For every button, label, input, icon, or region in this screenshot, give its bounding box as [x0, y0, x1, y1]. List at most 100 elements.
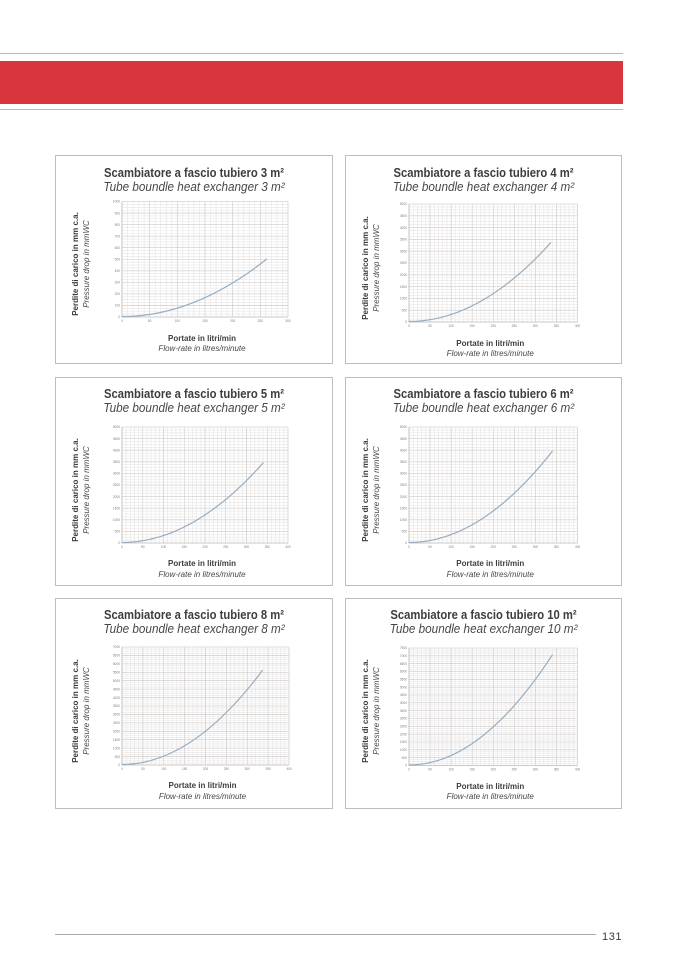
svg-text:150: 150 — [202, 319, 208, 323]
svg-text:7000: 7000 — [400, 654, 407, 658]
svg-text:1000: 1000 — [113, 746, 120, 750]
svg-text:4000: 4000 — [400, 448, 407, 452]
svg-text:2500: 2500 — [400, 483, 407, 487]
svg-text:250: 250 — [512, 545, 518, 549]
svg-text:350: 350 — [554, 324, 560, 328]
svg-text:300: 300 — [533, 324, 539, 328]
svg-text:350: 350 — [554, 545, 560, 549]
svg-text:100: 100 — [448, 545, 454, 549]
svg-text:500: 500 — [402, 755, 408, 759]
svg-text:150: 150 — [470, 767, 476, 771]
svg-text:300: 300 — [244, 545, 250, 549]
svg-text:0: 0 — [408, 767, 410, 771]
svg-text:2500: 2500 — [400, 724, 407, 728]
svg-text:2500: 2500 — [400, 261, 407, 265]
svg-text:5500: 5500 — [400, 677, 407, 681]
svg-text:5000: 5000 — [113, 678, 120, 682]
svg-text:6500: 6500 — [113, 653, 120, 657]
svg-text:400: 400 — [285, 545, 291, 549]
svg-text:1000: 1000 — [400, 297, 407, 301]
svg-text:400: 400 — [286, 767, 292, 771]
svg-text:350: 350 — [265, 545, 271, 549]
svg-text:4000: 4000 — [113, 448, 120, 452]
svg-text:250: 250 — [512, 324, 518, 328]
svg-text:5000: 5000 — [113, 425, 120, 429]
svg-text:300: 300 — [245, 767, 251, 771]
svg-text:500: 500 — [402, 529, 408, 533]
svg-text:900: 900 — [115, 211, 121, 215]
svg-text:3500: 3500 — [400, 460, 407, 464]
svg-text:200: 200 — [203, 767, 209, 771]
svg-text:3000: 3000 — [400, 716, 407, 720]
svg-text:200: 200 — [115, 292, 121, 296]
svg-text:4000: 4000 — [400, 701, 407, 705]
svg-text:500: 500 — [402, 308, 408, 312]
svg-text:0: 0 — [121, 767, 123, 771]
svg-text:250: 250 — [512, 767, 518, 771]
svg-text:2500: 2500 — [113, 483, 120, 487]
svg-text:0: 0 — [405, 541, 407, 545]
svg-text:3500: 3500 — [113, 704, 120, 708]
svg-text:200: 200 — [491, 324, 497, 328]
svg-text:400: 400 — [115, 269, 121, 273]
svg-text:1000: 1000 — [400, 748, 407, 752]
svg-text:250: 250 — [223, 545, 229, 549]
svg-text:0: 0 — [408, 545, 410, 549]
svg-text:5000: 5000 — [400, 202, 407, 206]
svg-text:500: 500 — [115, 754, 121, 758]
svg-text:200: 200 — [230, 319, 236, 323]
svg-text:3500: 3500 — [400, 708, 407, 712]
svg-text:3000: 3000 — [113, 712, 120, 716]
svg-text:500: 500 — [115, 257, 121, 261]
svg-text:1000: 1000 — [113, 200, 120, 204]
svg-text:2000: 2000 — [400, 732, 407, 736]
svg-text:4500: 4500 — [400, 693, 407, 697]
svg-text:100: 100 — [175, 319, 181, 323]
svg-text:3500: 3500 — [400, 238, 407, 242]
svg-text:300: 300 — [115, 281, 121, 285]
svg-text:50: 50 — [428, 545, 432, 549]
svg-text:300: 300 — [285, 319, 291, 323]
svg-text:0: 0 — [118, 541, 120, 545]
svg-text:3000: 3000 — [113, 471, 120, 475]
svg-text:1500: 1500 — [400, 506, 407, 510]
svg-text:250: 250 — [224, 767, 230, 771]
svg-text:800: 800 — [115, 223, 121, 227]
svg-text:200: 200 — [491, 767, 497, 771]
svg-text:350: 350 — [265, 767, 271, 771]
svg-text:250: 250 — [258, 319, 264, 323]
svg-text:4000: 4000 — [400, 226, 407, 230]
svg-text:400: 400 — [575, 324, 581, 328]
svg-text:5500: 5500 — [113, 670, 120, 674]
svg-text:5000: 5000 — [400, 425, 407, 429]
svg-text:2500: 2500 — [113, 721, 120, 725]
svg-text:400: 400 — [575, 767, 581, 771]
svg-text:6000: 6000 — [400, 669, 407, 673]
svg-text:7500: 7500 — [400, 646, 407, 650]
svg-text:500: 500 — [115, 529, 121, 533]
svg-text:2000: 2000 — [400, 494, 407, 498]
svg-text:0: 0 — [405, 320, 407, 324]
svg-text:1500: 1500 — [400, 285, 407, 289]
svg-text:4000: 4000 — [113, 695, 120, 699]
svg-text:2000: 2000 — [113, 729, 120, 733]
svg-text:3500: 3500 — [113, 460, 120, 464]
svg-text:6500: 6500 — [400, 661, 407, 665]
svg-text:4500: 4500 — [113, 687, 120, 691]
svg-text:4500: 4500 — [113, 436, 120, 440]
svg-text:0: 0 — [118, 315, 120, 319]
svg-text:1000: 1000 — [400, 518, 407, 522]
svg-text:150: 150 — [182, 545, 188, 549]
svg-text:100: 100 — [448, 767, 454, 771]
svg-text:200: 200 — [202, 545, 208, 549]
svg-text:100: 100 — [448, 324, 454, 328]
svg-text:0: 0 — [121, 319, 123, 323]
svg-text:3000: 3000 — [400, 249, 407, 253]
svg-text:6000: 6000 — [113, 662, 120, 666]
svg-text:2000: 2000 — [400, 273, 407, 277]
svg-text:150: 150 — [182, 767, 188, 771]
svg-text:150: 150 — [470, 545, 476, 549]
svg-text:0: 0 — [408, 324, 410, 328]
svg-text:0: 0 — [118, 763, 120, 767]
svg-text:50: 50 — [141, 545, 145, 549]
